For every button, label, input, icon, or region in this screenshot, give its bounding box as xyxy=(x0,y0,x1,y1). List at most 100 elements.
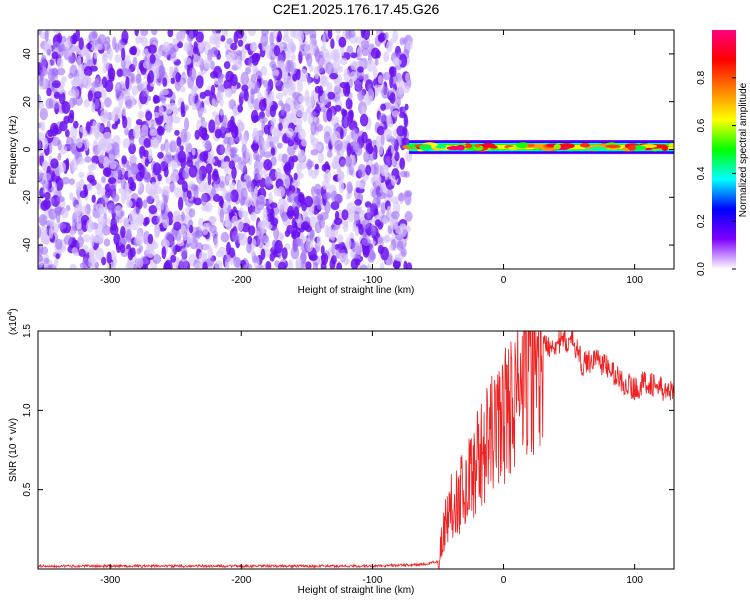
spectrogram-cell xyxy=(198,217,204,227)
spectrogram-cell xyxy=(305,261,312,269)
spectrogram-cell xyxy=(287,41,296,54)
spectrogram-cell xyxy=(65,129,70,138)
spectrogram-cell xyxy=(243,89,249,102)
spectrogram-cell xyxy=(94,261,99,269)
spectrogram-cell xyxy=(338,36,347,48)
figure-title: C2E1.2025.176.17.45.G26 xyxy=(273,1,440,17)
spectrogram-cell xyxy=(79,190,88,199)
spectrogram-cell xyxy=(98,206,107,215)
spectrogram-cell xyxy=(148,205,158,215)
spectrogram-cell xyxy=(404,103,409,111)
spectrogram-cell xyxy=(101,176,106,184)
colorbar-tick-label: 0.6 xyxy=(696,118,707,132)
spectrogram-cell xyxy=(380,133,385,146)
spectrogram-cell xyxy=(156,215,161,224)
spectrogram-cell xyxy=(116,68,124,78)
y-tick-label: -40 xyxy=(22,237,33,252)
spectrogram-cell xyxy=(189,224,194,234)
spectrogram-cell xyxy=(121,106,127,117)
spectrogram-cell xyxy=(76,138,83,149)
spectrogram-cell xyxy=(161,246,167,260)
spectrogram-cell xyxy=(124,182,130,190)
spectrogram-cell xyxy=(147,70,155,84)
spectrogram-cell xyxy=(230,42,238,51)
spectrogram-cell xyxy=(180,247,188,258)
spectrogram-cell xyxy=(142,87,149,97)
spectrogram-cell xyxy=(41,160,48,171)
spectrogram-cell xyxy=(402,85,410,94)
spectrogram-cell xyxy=(101,89,107,99)
spectrogram-cell xyxy=(177,196,184,211)
spectrogram-cell xyxy=(134,30,139,37)
spectrogram-cell xyxy=(264,234,269,243)
spectrogram-cell xyxy=(42,180,50,190)
spectrogram-cell xyxy=(182,171,189,179)
spectrogram-cell xyxy=(238,232,248,246)
spectrogram-cell xyxy=(236,163,244,170)
spectrogram-cell xyxy=(391,138,397,146)
spectrogram-cell xyxy=(330,38,335,49)
spectrogram-cell xyxy=(288,259,293,269)
spectrogram-cell xyxy=(336,262,343,269)
spectrogram-cell xyxy=(253,207,261,214)
spectrogram-cell xyxy=(250,249,255,257)
spectrogram-cell xyxy=(128,154,138,163)
spectrogram-cell xyxy=(122,116,128,129)
spectrogram-cell xyxy=(245,66,252,75)
spectrogram-cell xyxy=(245,175,252,189)
spectrogram-cell xyxy=(51,181,58,195)
spectrogram-cell xyxy=(212,230,219,239)
spectrogram-cell xyxy=(177,150,187,163)
spectrogram-cell xyxy=(150,241,159,250)
spectrogram-cell xyxy=(349,71,358,82)
spectrogram-cell xyxy=(377,74,384,84)
spectrogram-cell xyxy=(307,76,312,85)
spectrogram-cell xyxy=(219,180,225,189)
spectrogram-cell xyxy=(296,162,303,174)
spectrogram-cell xyxy=(42,137,49,150)
spectrogram-cell xyxy=(361,131,368,144)
y-tick-label: 1.5 xyxy=(22,324,33,338)
spectrogram-cell xyxy=(331,254,337,265)
spectrogram-cell xyxy=(154,224,161,238)
x-tick-label: -300 xyxy=(100,275,120,286)
spectrogram-cell xyxy=(225,175,232,182)
spectrogram-cell xyxy=(211,98,216,107)
spectrogram-cell xyxy=(278,197,286,210)
spectrogram-cell xyxy=(38,101,45,111)
spectrogram-cell xyxy=(114,205,123,215)
spectrogram-cell xyxy=(195,75,204,89)
spectrogram-cell xyxy=(57,222,67,230)
spectrogram-cell xyxy=(360,264,368,269)
spectrogram-cell xyxy=(102,156,109,169)
spectrogram-cell xyxy=(156,126,165,136)
spectrogram-cell xyxy=(258,177,267,188)
spectrogram-cell xyxy=(195,230,205,237)
spectrogram-cell xyxy=(125,76,130,90)
spectrogram-cell xyxy=(334,139,343,151)
spectrogram-cell xyxy=(281,83,289,97)
spectrogram-cell xyxy=(247,235,253,245)
spectrogram-cell xyxy=(353,204,363,212)
spectrogram-cell xyxy=(357,89,365,102)
spectrogram-cell xyxy=(207,49,213,62)
spectrogram-cell xyxy=(376,125,385,136)
spectrogram-cell xyxy=(224,49,232,59)
spectrogram-cell xyxy=(104,217,111,225)
y-tick-label: 0 xyxy=(22,146,33,152)
spectrogram-cell xyxy=(116,164,122,179)
spectrogram-cell xyxy=(184,198,194,207)
spectrogram-cell xyxy=(344,155,353,168)
spectrogram-cell xyxy=(374,174,382,186)
spectrogram-cell xyxy=(361,219,371,230)
spectrogram-cell xyxy=(79,262,87,269)
spectrogram-cell xyxy=(78,37,84,50)
spectrogram-cell xyxy=(308,206,315,216)
spectrogram-cell xyxy=(208,215,217,224)
spectrogram-cell xyxy=(380,103,387,111)
spectrogram-cell xyxy=(354,79,362,91)
spectrogram-cell xyxy=(108,149,116,163)
spectrogram-cell xyxy=(291,53,296,62)
spectrogram-cell xyxy=(292,200,301,210)
